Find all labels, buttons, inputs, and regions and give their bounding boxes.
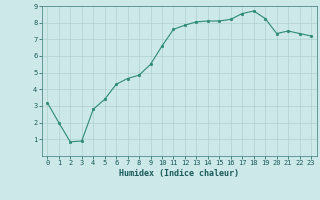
X-axis label: Humidex (Indice chaleur): Humidex (Indice chaleur) xyxy=(119,169,239,178)
